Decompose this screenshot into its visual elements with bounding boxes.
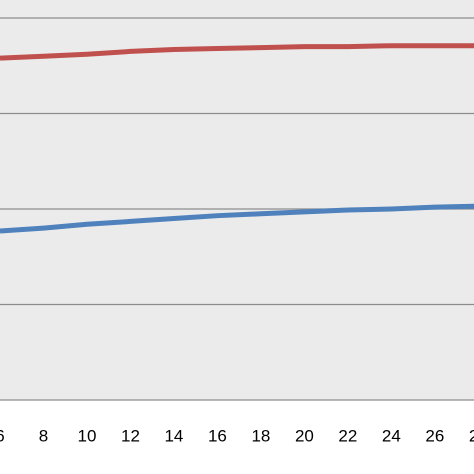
plot-area xyxy=(0,0,474,400)
x-tick-label: 20 xyxy=(295,426,314,445)
x-tick-label: 24 xyxy=(382,426,401,445)
x-tick-label: 8 xyxy=(39,426,48,445)
x-tick-label: 22 xyxy=(338,426,357,445)
x-tick-label: 10 xyxy=(78,426,97,445)
line-series xyxy=(0,203,474,234)
x-tick-label: 14 xyxy=(164,426,183,445)
x-tick-label: 26 xyxy=(425,426,444,445)
x-tick-label: 18 xyxy=(251,426,270,445)
x-tick-label: 28 xyxy=(469,426,474,445)
line-series xyxy=(0,43,474,61)
x-tick-label: 12 xyxy=(121,426,140,445)
x-tick-label: 6 xyxy=(0,426,5,445)
x-tick-label: 16 xyxy=(208,426,227,445)
